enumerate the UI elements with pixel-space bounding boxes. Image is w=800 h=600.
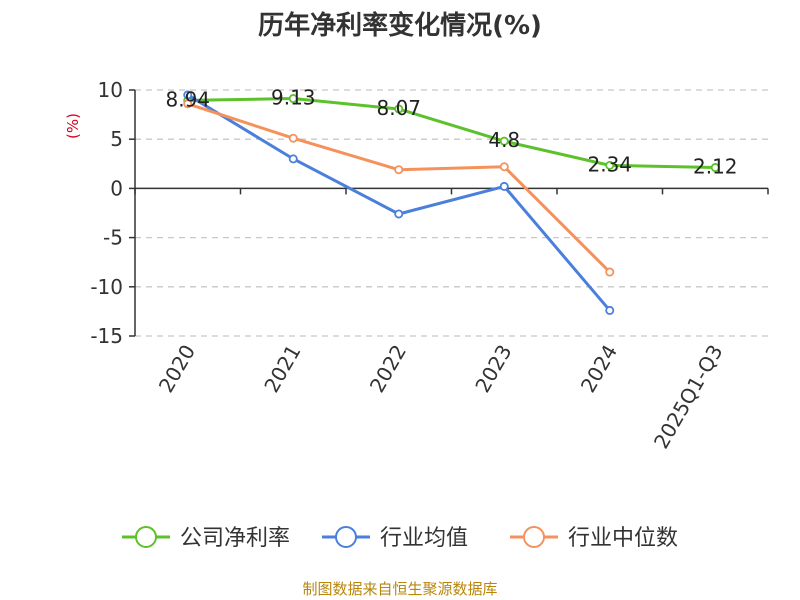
x-tick-label: 2020 <box>154 341 200 397</box>
legend[interactable]: 公司净利率 行业均值 行业中位数 <box>122 526 678 551</box>
legend-item[interactable]: 行业均值 <box>322 526 468 551</box>
series-line <box>187 97 716 170</box>
data-point <box>288 133 298 143</box>
legend-marker <box>135 526 157 548</box>
data-point <box>605 267 615 277</box>
axes: 10 5 0 -5 -10 -15 2020 2021 2022 2023 2024 2025Q1-Q… <box>90 78 769 453</box>
legend-marker <box>523 526 545 548</box>
y-tick-label: -15 <box>90 324 123 348</box>
grid <box>135 89 768 337</box>
legend-label: 公司净利率 <box>180 526 290 551</box>
data-point <box>605 160 615 170</box>
data-point <box>183 99 193 109</box>
data-labels: 8.94 9.13 8.07 4.8 2.34 2.12 <box>165 86 737 179</box>
data-point <box>499 162 509 172</box>
legend-label: 行业中位数 <box>568 526 678 551</box>
series-group <box>183 90 720 315</box>
data-point <box>499 136 509 146</box>
y-tick-label: 5 <box>110 127 123 151</box>
data-point <box>710 163 720 173</box>
series-line <box>186 93 611 312</box>
y-tick-label: -10 <box>90 275 123 299</box>
data-point <box>183 90 193 100</box>
y-tick-label: -5 <box>103 226 123 250</box>
chart-title: 历年净利率变化情况(%) <box>258 10 542 41</box>
data-point <box>394 209 404 219</box>
legend-item[interactable]: 行业中位数 <box>510 526 678 551</box>
data-point <box>394 104 404 114</box>
data-point <box>499 181 509 191</box>
legend-marker <box>335 526 357 548</box>
y-tick-label: 0 <box>110 176 123 200</box>
x-tick-label: 2021 <box>259 341 305 397</box>
x-tick-label: 2023 <box>470 341 516 397</box>
y-axis-label: (%) <box>64 113 82 139</box>
legend-label: 行业均值 <box>380 526 468 551</box>
x-tick-label: 2022 <box>365 341 411 397</box>
data-label: 8.94 <box>165 87 210 111</box>
data-point <box>394 165 404 175</box>
data-point <box>605 305 615 315</box>
data-label: 9.13 <box>271 86 316 110</box>
data-point <box>288 154 298 164</box>
data-label: 2.12 <box>693 155 738 179</box>
x-tick-label: 2024 <box>576 341 622 397</box>
y-tick-label: 10 <box>98 78 123 102</box>
data-label: 2.34 <box>587 152 632 176</box>
x-tick-label: 2025Q1-Q3 <box>649 341 728 453</box>
source-note: 制图数据来自恒生聚源数据库 <box>302 580 497 598</box>
data-label: 4.8 <box>488 128 520 152</box>
legend-item[interactable]: 公司净利率 <box>122 526 290 551</box>
data-point <box>288 94 298 104</box>
data-label: 8.07 <box>376 96 421 120</box>
